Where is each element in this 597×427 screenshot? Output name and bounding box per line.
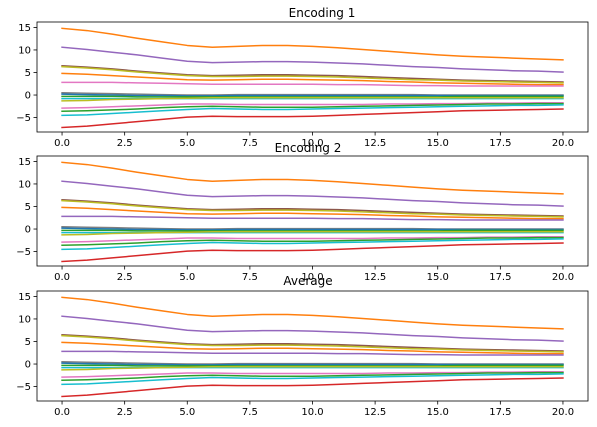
series-line-8: [61, 362, 564, 366]
x-tick-label: 5.0: [179, 138, 195, 149]
series-line-5: [61, 72, 564, 86]
series-line-6: [61, 215, 564, 221]
x-tick-label: 10.0: [301, 138, 323, 149]
series-line-14: [61, 104, 564, 117]
y-tick-label: 10: [18, 179, 31, 190]
chart-title: Encoding 1: [289, 6, 356, 20]
x-tick-label: 15.0: [427, 407, 449, 418]
series-line-12: [61, 370, 564, 378]
y-tick-label: 0: [25, 91, 31, 102]
series-line-5: [61, 341, 564, 355]
y-tick-label: −5: [16, 247, 31, 258]
series-line-3: [61, 198, 564, 217]
x-tick-label: 5.0: [179, 407, 195, 418]
subplot-2: 0.0 2.5 5.0 7.5 10.0 12.5 15.0 17.5 20.0 −5 0 5 10 15…: [16, 141, 589, 283]
series-line-13: [61, 371, 564, 382]
x-tick-label: 15.0: [427, 138, 449, 149]
y-tick-label: 5: [25, 337, 31, 348]
series-line-1: [61, 27, 564, 61]
series-line-15: [61, 242, 564, 263]
x-tick-label: 7.5: [242, 138, 258, 149]
x-tick-label: 2.5: [117, 272, 133, 283]
series-line-14: [61, 238, 564, 251]
series-line-12: [61, 235, 564, 243]
x-tick-label: 17.5: [489, 407, 511, 418]
x-tick-label: 12.5: [364, 407, 386, 418]
series-line-1: [61, 161, 564, 195]
y-tick-label: 0: [25, 360, 31, 371]
series-line-13: [61, 236, 564, 247]
series-line-11: [61, 365, 564, 371]
y-tick-label: 15: [18, 157, 31, 168]
series-line-2: [61, 315, 564, 342]
x-tick-label: 2.5: [117, 138, 133, 149]
series-line-13: [61, 102, 564, 113]
y-tick-label: −5: [16, 382, 31, 393]
y-tick-label: 10: [18, 314, 31, 325]
y-tick-label: 5: [25, 202, 31, 213]
series-line-15: [61, 377, 564, 398]
x-tick-label: 17.5: [489, 138, 511, 149]
series-line-14: [61, 373, 564, 386]
series-line-6: [61, 81, 564, 87]
y-tick-label: 15: [18, 23, 31, 34]
series-line-8: [61, 93, 564, 97]
x-tick-label: 0.0: [54, 272, 70, 283]
y-tick-label: 15: [18, 292, 31, 303]
x-tick-label: 20.0: [552, 272, 574, 283]
x-tick-label: 20.0: [552, 138, 574, 149]
chart-title: Encoding 2: [275, 141, 342, 155]
series-line-1: [61, 296, 564, 330]
x-tick-label: 17.5: [489, 272, 511, 283]
y-tick-label: 0: [25, 225, 31, 236]
series-line-15: [61, 108, 564, 129]
series-line-4: [61, 199, 564, 218]
x-tick-label: 5.0: [179, 272, 195, 283]
subplot-3: 0.0 2.5 5.0 7.5 10.0 12.5 15.0 17.5 20.0 −5 0 5 10 15…: [16, 274, 589, 418]
x-tick-label: 10.0: [301, 407, 323, 418]
y-tick-label: 5: [25, 68, 31, 79]
series-line-2: [61, 180, 564, 207]
x-tick-label: 20.0: [552, 407, 574, 418]
series-line-3: [61, 333, 564, 352]
x-tick-label: 2.5: [117, 407, 133, 418]
series-line-4: [61, 65, 564, 84]
series-line-3: [61, 64, 564, 83]
series-line-6: [61, 350, 564, 356]
y-tick-label: −5: [16, 113, 31, 124]
x-tick-label: 0.0: [54, 407, 70, 418]
series-line-2: [61, 46, 564, 73]
plot-area: [61, 161, 564, 263]
y-tick-label: 10: [18, 45, 31, 56]
x-tick-label: 7.5: [242, 407, 258, 418]
series-line-8: [61, 227, 564, 231]
subplot-1: 0.0 2.5 5.0 7.5 10.0 12.5 15.0 17.5 20.0 −5 0 5 10 15…: [16, 6, 589, 149]
plot-area: [61, 296, 564, 398]
series-line-11: [61, 96, 564, 102]
series-line-11: [61, 230, 564, 236]
plot-area: [61, 27, 564, 129]
x-tick-label: 0.0: [54, 138, 70, 149]
series-line-5: [61, 206, 564, 220]
x-tick-label: 12.5: [364, 272, 386, 283]
series-line-12: [61, 101, 564, 109]
series-line-4: [61, 334, 564, 353]
x-tick-label: 12.5: [364, 138, 386, 149]
x-tick-label: 7.5: [242, 272, 258, 283]
chart-title: Average: [283, 274, 332, 288]
x-tick-label: 10.0: [301, 272, 323, 283]
x-tick-label: 15.0: [427, 272, 449, 283]
